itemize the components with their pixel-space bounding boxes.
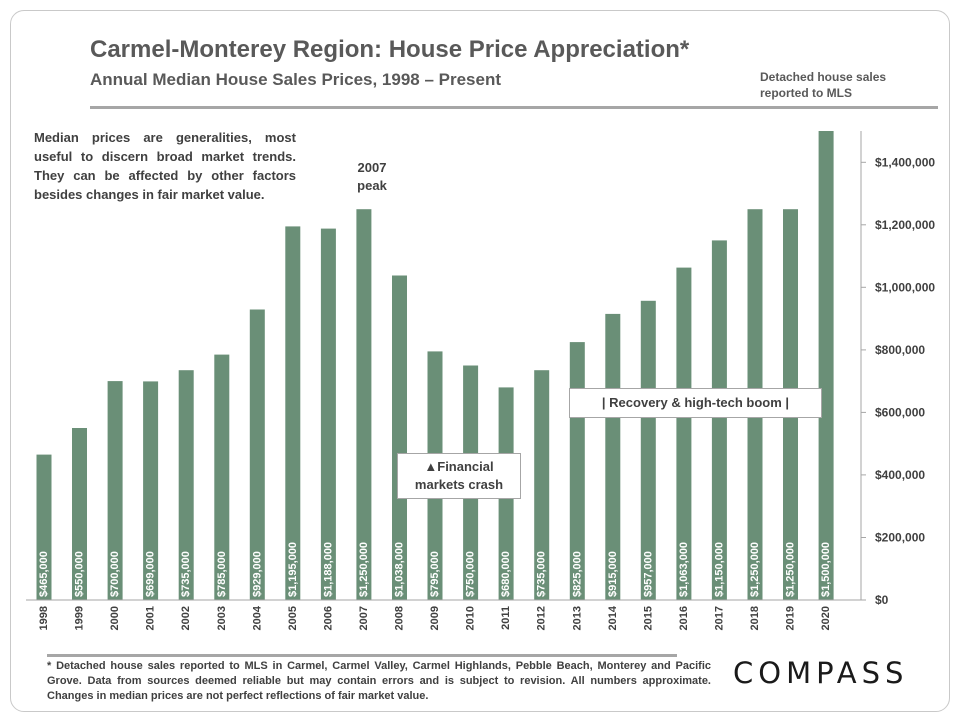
y-tick-label: $1,000,000 xyxy=(875,280,935,294)
bar-2001 xyxy=(143,381,159,600)
y-tick-label: $800,000 xyxy=(875,343,925,357)
bar-1999 xyxy=(72,428,87,600)
category-label-2003: 2003 xyxy=(216,606,228,630)
crash-annotation: ▲Financial markets crash xyxy=(397,453,521,499)
footnote: * Detached house sales reported to MLS i… xyxy=(47,660,711,702)
median-note: Median prices are generalities, most use… xyxy=(34,130,296,202)
category-label-2015: 2015 xyxy=(642,606,654,630)
recovery-annotation: | Recovery & high-tech boom | xyxy=(569,388,822,418)
bar-2017 xyxy=(711,240,727,600)
category-label-2017: 2017 xyxy=(713,606,725,630)
bar-2016 xyxy=(676,267,692,600)
bar-1998 xyxy=(36,454,52,600)
bar-2003 xyxy=(214,354,230,600)
category-label-2008: 2008 xyxy=(394,606,406,630)
category-label-2014: 2014 xyxy=(607,605,619,630)
bar-label-2020: $1,500,000 xyxy=(820,542,832,597)
y-tick-label: $0 xyxy=(875,593,889,607)
category-label-2016: 2016 xyxy=(678,606,690,630)
bar-label-2001: $699,000 xyxy=(145,551,157,597)
bar-2004 xyxy=(249,309,265,600)
category-label-1998: 1998 xyxy=(38,606,50,630)
footnote-divider xyxy=(47,654,677,657)
bar-label-2009: $795,000 xyxy=(429,551,441,597)
category-label-2013: 2013 xyxy=(571,606,583,630)
bar-label-2014: $915,000 xyxy=(607,551,619,597)
category-label-2018: 2018 xyxy=(749,606,761,630)
y-axis-group: $0 $200,000 $400,000 $600,000 $800,000 $1,000… xyxy=(26,131,935,607)
title-divider xyxy=(90,106,938,109)
y-tick-label: $400,000 xyxy=(875,468,925,482)
category-label-2001: 2001 xyxy=(145,606,157,630)
bar-label-2017: $1,150,000 xyxy=(713,542,725,597)
chart-subtitle: Annual Median House Sales Prices, 1998 –… xyxy=(90,70,502,89)
compass-logo: COMPASS xyxy=(733,656,909,690)
peak-annotation: 2007 peak xyxy=(357,160,387,193)
category-label-2004: 2004 xyxy=(251,605,263,630)
bar-label-1999: $550,000 xyxy=(74,551,86,597)
category-label-1999: 1999 xyxy=(74,606,86,630)
category-label-2020: 2020 xyxy=(820,606,832,630)
bar-2005 xyxy=(285,226,301,600)
bar-2012 xyxy=(534,370,550,600)
bar-label-2000: $700,000 xyxy=(109,551,121,597)
bar-label-2015: $957,000 xyxy=(642,551,654,597)
bar-2002 xyxy=(178,370,194,600)
bar-2008 xyxy=(392,275,407,600)
category-labels-group: 1998 1999 2000 2001 2002 2003 2004 2005 2006 2007… xyxy=(38,605,832,630)
bar-2007 xyxy=(356,209,372,600)
bar-2020 xyxy=(818,131,834,600)
category-label-2007: 2007 xyxy=(358,606,370,630)
bar-2015 xyxy=(640,300,656,600)
category-label-2011: 2011 xyxy=(500,606,512,630)
bar-2006 xyxy=(320,228,336,600)
chart-title: Carmel-Monterey Region: House Price Appr… xyxy=(90,36,690,63)
bar-label-2010: $750,000 xyxy=(465,551,477,597)
y-tick-label: $200,000 xyxy=(875,531,925,545)
bar-2000 xyxy=(107,381,123,600)
bars-group xyxy=(36,131,834,600)
bar-2014 xyxy=(605,313,621,600)
bar-label-1998: $465,000 xyxy=(38,551,50,597)
bar-label-2006: $1,188,000 xyxy=(322,542,334,597)
category-label-2000: 2000 xyxy=(109,606,121,630)
y-tick-label: $600,000 xyxy=(875,405,925,419)
bar-labels-group: $465,000 $550,000 $700,000 $699,000 $735,000… xyxy=(38,542,832,597)
y-tick-label: $1,400,000 xyxy=(875,155,935,169)
bar-label-2018: $1,250,000 xyxy=(749,542,761,597)
category-label-2019: 2019 xyxy=(785,606,797,630)
bar-label-2016: $1,063,000 xyxy=(678,542,690,597)
category-label-2005: 2005 xyxy=(287,606,299,630)
category-label-2010: 2010 xyxy=(465,606,477,630)
category-label-2006: 2006 xyxy=(322,606,334,630)
bar-label-2002: $735,000 xyxy=(180,551,192,597)
bar-label-2019: $1,250,000 xyxy=(785,542,797,597)
category-label-2009: 2009 xyxy=(429,606,441,630)
bar-label-2013: $825,000 xyxy=(571,551,583,597)
bar-label-2003: $785,000 xyxy=(216,551,228,597)
bar-label-2008: $1,038,000 xyxy=(394,542,406,597)
bar-label-2012: $735,000 xyxy=(536,551,548,597)
category-label-2012: 2012 xyxy=(536,606,548,630)
bar-label-2007: $1,250,000 xyxy=(358,542,370,597)
category-label-2002: 2002 xyxy=(180,606,192,630)
bar-label-2004: $929,000 xyxy=(251,551,263,597)
source-note: Detached house sales reported to MLS xyxy=(760,70,887,100)
y-tick-label: $1,200,000 xyxy=(875,218,935,232)
bar-label-2011: $680,000 xyxy=(500,551,512,597)
bar-label-2005: $1,195,000 xyxy=(287,542,299,597)
